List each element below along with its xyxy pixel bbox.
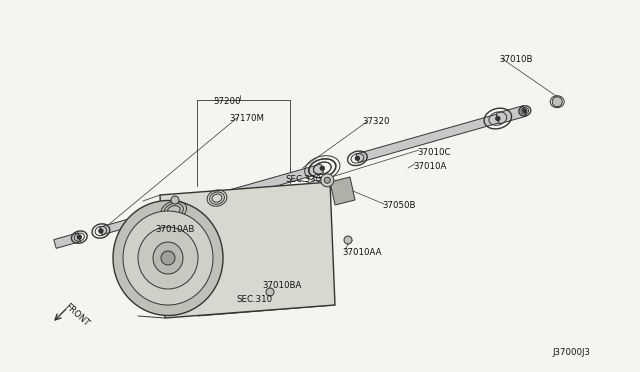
Ellipse shape (138, 227, 198, 289)
Circle shape (99, 229, 103, 233)
Circle shape (171, 196, 179, 204)
Circle shape (324, 177, 330, 183)
Circle shape (344, 236, 352, 244)
Polygon shape (216, 164, 324, 202)
Circle shape (552, 97, 562, 107)
Circle shape (320, 166, 324, 170)
Ellipse shape (321, 174, 334, 187)
Polygon shape (496, 106, 526, 124)
Text: 37010AB: 37010AB (155, 225, 195, 234)
Ellipse shape (153, 242, 183, 274)
Text: FRONT: FRONT (63, 302, 91, 328)
Circle shape (266, 288, 274, 296)
Circle shape (523, 109, 527, 113)
Text: SEC.310: SEC.310 (236, 295, 272, 304)
Ellipse shape (123, 211, 213, 305)
Polygon shape (54, 233, 81, 248)
Text: 37050B: 37050B (382, 201, 415, 210)
Text: 37200: 37200 (213, 97, 241, 106)
Circle shape (355, 156, 360, 160)
Polygon shape (100, 206, 175, 235)
Text: J37000J3: J37000J3 (552, 348, 590, 357)
Text: 37010BA: 37010BA (262, 281, 301, 290)
Text: 37010A: 37010A (413, 162, 446, 171)
Text: 37170M: 37170M (229, 114, 264, 123)
Text: 37010B: 37010B (499, 55, 532, 64)
Text: SEC.330: SEC.330 (285, 175, 321, 184)
Text: 37010C: 37010C (417, 148, 451, 157)
Polygon shape (330, 177, 355, 205)
Polygon shape (356, 114, 499, 163)
Circle shape (554, 99, 560, 105)
Circle shape (161, 251, 175, 265)
Polygon shape (160, 182, 335, 318)
Circle shape (496, 116, 500, 121)
Text: 37010AA: 37010AA (342, 248, 381, 257)
Text: 37320: 37320 (362, 117, 390, 126)
Ellipse shape (113, 201, 223, 315)
Circle shape (77, 235, 81, 239)
